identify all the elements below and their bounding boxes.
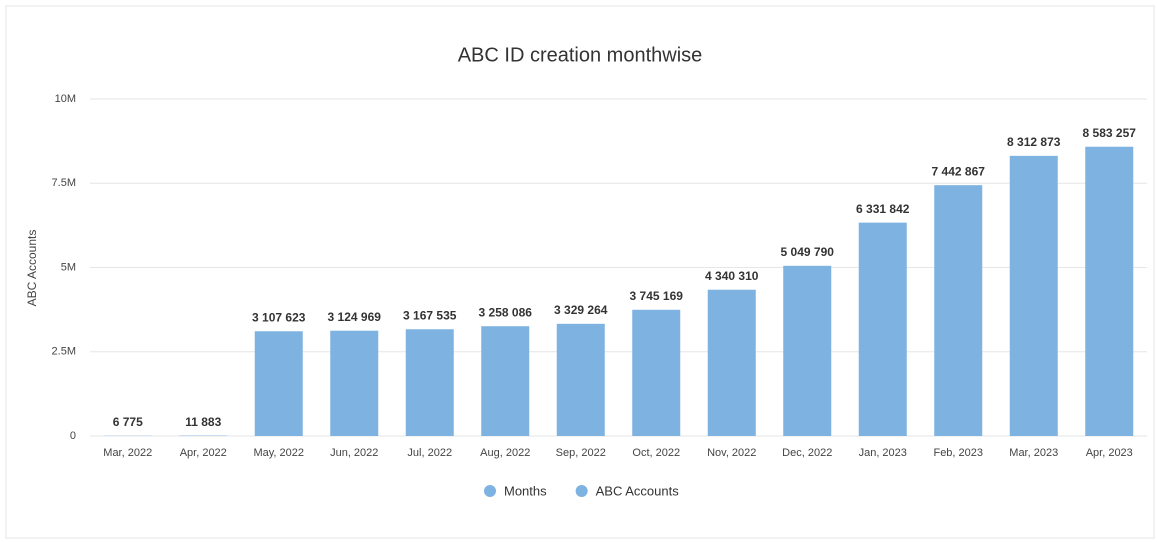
value-label: 3 329 264 — [554, 303, 608, 317]
value-label: 3 745 169 — [630, 289, 684, 303]
value-label: 3 258 086 — [479, 305, 533, 319]
value-label: 3 167 535 — [403, 308, 457, 322]
value-label: 11 883 — [185, 415, 221, 429]
x-tick-label: Mar, 2023 — [1009, 447, 1058, 459]
x-tick-label: Jul, 2022 — [407, 447, 452, 459]
legend-marker — [575, 485, 588, 497]
value-label: 6 331 842 — [856, 202, 910, 216]
x-tick-label: Jan, 2023 — [859, 447, 907, 459]
bar — [783, 265, 832, 436]
y-tick-label: 7.5M — [52, 177, 76, 189]
bar — [556, 323, 605, 436]
x-tick-label: May, 2022 — [253, 447, 304, 459]
x-tick-label: Jun, 2022 — [330, 447, 378, 459]
x-tick-label: Sep, 2022 — [556, 447, 606, 459]
y-axis-label: ABC Accounts — [25, 230, 39, 307]
bar — [858, 222, 907, 436]
value-label: 6 775 — [113, 415, 143, 429]
bar — [330, 330, 379, 436]
bar — [1009, 155, 1058, 436]
y-tick-label: 0 — [70, 430, 76, 442]
x-tick-label: Apr, 2022 — [180, 447, 227, 459]
bar — [934, 185, 983, 436]
value-label: 3 124 969 — [328, 310, 382, 324]
value-label: 3 107 623 — [252, 310, 306, 324]
chart-title: ABC ID creation monthwise — [458, 44, 703, 66]
x-tick-label: Aug, 2022 — [480, 447, 530, 459]
value-label: 8 583 257 — [1083, 126, 1137, 140]
value-label: 7 442 867 — [932, 164, 986, 178]
bar — [632, 309, 681, 436]
value-label: 4 340 310 — [705, 269, 759, 283]
legend-label: ABC Accounts — [596, 483, 680, 498]
x-tick-label: Dec, 2022 — [782, 447, 832, 459]
x-tick-label: Mar, 2022 — [103, 447, 152, 459]
bar — [254, 331, 303, 436]
y-tick-label: 2.5M — [52, 346, 76, 358]
legend-marker — [484, 485, 496, 497]
bar — [405, 329, 454, 436]
bar — [1085, 146, 1134, 436]
x-tick-label: Oct, 2022 — [632, 447, 680, 459]
x-tick-label: Apr, 2023 — [1086, 447, 1133, 459]
x-tick-label: Feb, 2023 — [933, 447, 983, 459]
bar — [481, 326, 530, 436]
value-label: 5 049 790 — [781, 245, 835, 259]
bar — [707, 289, 756, 436]
y-tick-label: 5M — [61, 261, 76, 273]
legend-label: Months — [504, 483, 547, 498]
x-tick-label: Nov, 2022 — [707, 447, 756, 459]
y-tick-label: 10M — [55, 93, 76, 105]
value-label: 8 312 873 — [1007, 135, 1061, 149]
